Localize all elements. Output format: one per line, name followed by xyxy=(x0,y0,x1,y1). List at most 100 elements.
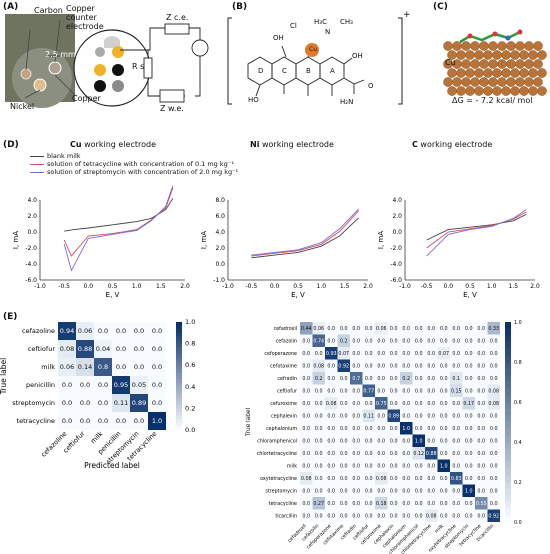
matrix-cell xyxy=(337,347,350,360)
colorbar-segment xyxy=(505,322,511,330)
colorbar-tick-label: 1.0 xyxy=(185,318,195,326)
cell-value: 0.0 xyxy=(390,438,398,444)
matrix-cell xyxy=(387,509,400,522)
cell-value: 0.08 xyxy=(301,476,312,482)
cell-value: 0.0 xyxy=(477,513,485,519)
cu-atom xyxy=(510,50,520,60)
cell-value: 0.74 xyxy=(313,338,324,344)
matrix-cell xyxy=(450,334,463,347)
matrix-cell xyxy=(487,384,500,397)
cell-value: 0.0 xyxy=(415,363,423,369)
matrix-cell xyxy=(412,384,425,397)
cell-value: 0.0 xyxy=(365,376,373,382)
ni-plot-title-rest: working electrode xyxy=(259,140,334,149)
cell-value: 0.0 xyxy=(327,376,335,382)
matrix-cell xyxy=(112,394,130,412)
cu-atom xyxy=(519,86,529,96)
matrix-cell xyxy=(130,394,148,412)
row-label: penicillin xyxy=(26,381,55,389)
cell-value: 0.0 xyxy=(377,438,385,444)
cell-value: 0.0 xyxy=(98,399,108,407)
cell-value: 0.0 xyxy=(440,426,448,432)
cell-value: 0.08 xyxy=(376,476,387,482)
matrix-cell xyxy=(350,484,363,497)
matrix-cell xyxy=(475,472,488,485)
matrix-cell xyxy=(400,434,413,447)
cell-value: 0.0 xyxy=(116,327,126,335)
cu-atom xyxy=(488,41,498,51)
cell-value: 0.0 xyxy=(427,363,435,369)
matrix-cell xyxy=(387,384,400,397)
matrix-cell xyxy=(400,509,413,522)
legend-item-blank: blank milk xyxy=(30,152,238,160)
cu-atom xyxy=(488,59,498,69)
matrix-cell xyxy=(487,447,500,460)
row-label: cefazolin xyxy=(276,338,297,344)
matrix-cell xyxy=(437,434,450,447)
cell-value: 0.0 xyxy=(134,327,144,335)
cell-value: 0.0 xyxy=(327,326,335,332)
matrix-cell xyxy=(462,359,475,372)
cell-value: 0.06 xyxy=(78,327,92,335)
cell-value: 0.0 xyxy=(352,338,360,344)
cell-value: 0.0 xyxy=(390,488,398,494)
cell-value: 0.0 xyxy=(415,463,423,469)
matrix-cell xyxy=(337,334,350,347)
matrix-cell xyxy=(450,459,463,472)
cell-value: 0.17 xyxy=(463,401,474,407)
matrix-cell xyxy=(337,447,350,460)
row-label: cephalonium xyxy=(266,426,297,432)
cell-value: 0.88 xyxy=(78,345,92,353)
matrix-cell xyxy=(387,359,400,372)
matrix-cell xyxy=(412,509,425,522)
atom-ch3-left: H₃C xyxy=(314,18,327,26)
colorbar-tick-label: 1.0 xyxy=(514,320,522,326)
colorbar-tick-label: 0.2 xyxy=(185,404,195,412)
cell-value: 0.0 xyxy=(340,476,348,482)
x-tick-label: 2.0 xyxy=(530,283,540,290)
matrix-cell xyxy=(475,359,488,372)
cell-value: 0.0 xyxy=(465,513,473,519)
matrix-cell xyxy=(412,322,425,335)
cell-value: 0.0 xyxy=(315,388,323,394)
x-tick-label: -0.5 xyxy=(421,283,433,290)
cell-value: 0.7 xyxy=(352,376,360,382)
cv-series-line xyxy=(426,211,527,249)
cell-value: 0.0 xyxy=(415,501,423,507)
charge-plus: + xyxy=(403,10,411,20)
x-tick-label: 0.0 xyxy=(270,283,280,290)
row-label: oxytetracycline xyxy=(260,476,297,482)
cell-value: 0.0 xyxy=(452,401,460,407)
matrix-cell xyxy=(462,384,475,397)
cell-value: 0.0 xyxy=(440,401,448,407)
matrix-cell xyxy=(148,340,166,358)
matrix-cell xyxy=(300,472,313,485)
cell-value: 0.0 xyxy=(490,338,498,344)
copper-atom xyxy=(305,43,319,57)
cv-series-line xyxy=(63,187,174,257)
matrix-cell xyxy=(437,384,450,397)
cell-value: 0.0 xyxy=(365,513,373,519)
cell-value: 0.0 xyxy=(352,463,360,469)
cell-value: 0.0 xyxy=(415,488,423,494)
cell-value: 0.0 xyxy=(427,388,435,394)
cell-value: 0.0 xyxy=(116,417,126,425)
cell-value: 0.0 xyxy=(490,463,498,469)
matrix-cell xyxy=(425,497,438,510)
cell-value: 0.0 xyxy=(377,426,385,432)
matrix-cell xyxy=(362,372,375,385)
cell-value: 0.08 xyxy=(326,401,337,407)
cell-value: 0.0 xyxy=(302,451,310,457)
cell-value: 0.92 xyxy=(338,363,349,369)
cell-value: 0.0 xyxy=(477,388,485,394)
matrix-cell xyxy=(450,359,463,372)
matrix-cell xyxy=(350,372,363,385)
matrix-cell xyxy=(412,422,425,435)
x-tick-label: 1.5 xyxy=(340,283,350,290)
colorbar-segment xyxy=(505,382,511,390)
x-tick-label: -1.0 xyxy=(34,283,46,290)
matrix-cell xyxy=(325,334,338,347)
cell-value: 0.18 xyxy=(376,501,387,507)
cu-plot-title: Cu working electrode xyxy=(70,140,156,149)
cell-value: 0.0 xyxy=(477,376,485,382)
